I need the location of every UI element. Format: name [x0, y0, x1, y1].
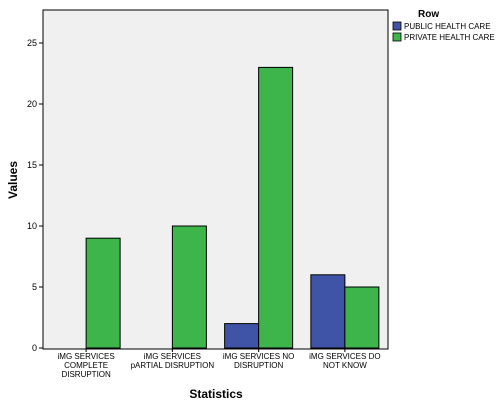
x-category-label: iMG SERVICES: [144, 352, 201, 361]
legend-swatch: [392, 32, 402, 42]
legend-title: Row: [418, 9, 439, 20]
legend-swatch: [392, 21, 402, 31]
y-tick-label: 15: [27, 160, 37, 170]
x-category-label: iMG SERVICES: [58, 352, 115, 361]
bar-private-health-care-3: [344, 286, 380, 349]
y-axis-title: Values: [6, 161, 20, 199]
legend-label: PUBLIC HEALTH CARE: [404, 22, 491, 31]
x-category-label: COMPLETE: [64, 361, 108, 370]
bar-private-health-care-0: [85, 237, 121, 349]
bars-group: [85, 66, 380, 352]
y-tick-label: 5: [32, 282, 37, 292]
y-tick-label: 0: [32, 343, 37, 353]
bar-private-health-care-2: [258, 66, 294, 349]
x-category-label: pARTIAL DISRUPTION: [131, 361, 215, 370]
legend: Row PUBLIC HEALTH CARE PRIVATE HEALTH CAR…: [392, 9, 495, 42]
x-axis-title: Statistics: [189, 387, 243, 401]
x-category-label: DISRUPTION: [61, 370, 111, 379]
y-tick-label: 20: [27, 99, 37, 109]
x-category-label: DISRUPTION: [234, 361, 284, 370]
bar-public-health-care-3: [310, 274, 346, 349]
x-category-label: NOT KNOW: [323, 361, 367, 370]
x-category-label: iMG SERVICES DO: [309, 352, 380, 361]
y-tick-label: 10: [27, 221, 37, 231]
legend-label: PRIVATE HEALTH CARE: [404, 33, 495, 42]
bar-private-health-care-1: [171, 225, 207, 349]
bar-public-health-care-2: [224, 323, 260, 349]
y-axis: 0 5 10 15 20 25: [27, 38, 43, 353]
y-tick-label: 25: [27, 38, 37, 48]
x-category-label: iMG SERVICES NO: [223, 352, 294, 361]
